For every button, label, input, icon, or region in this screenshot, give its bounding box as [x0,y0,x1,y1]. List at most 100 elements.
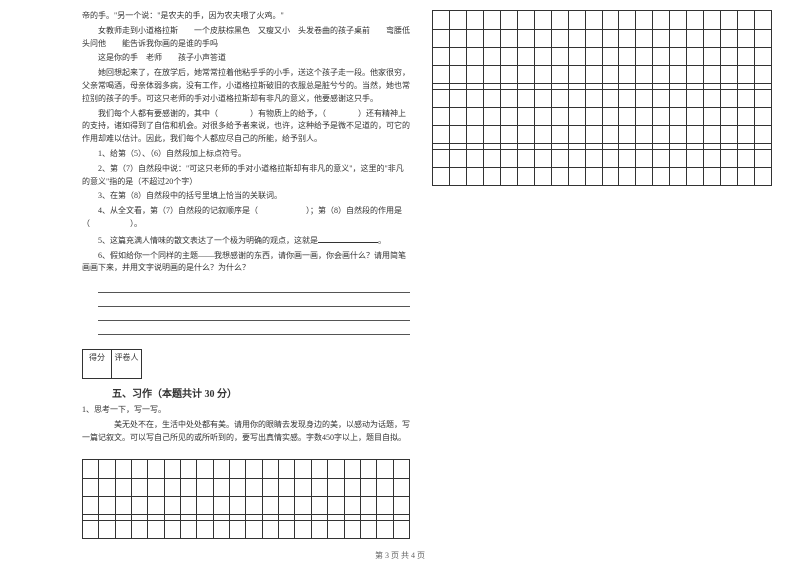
grid-cell[interactable] [603,30,620,47]
grid-cell[interactable] [230,515,246,520]
grid-cell[interactable] [518,168,535,185]
grid-cell[interactable] [263,521,279,538]
grid-cell[interactable] [83,497,99,514]
grid-cell[interactable] [450,168,467,185]
grid-cell[interactable] [586,11,603,29]
grid-cell[interactable] [687,90,704,107]
grid-cell[interactable] [165,460,181,478]
grid-cell[interactable] [450,48,467,65]
grid-cell[interactable] [535,168,552,185]
grid-cell[interactable] [279,479,295,496]
grid-cell[interactable] [636,84,653,89]
grid-cell[interactable] [433,48,450,65]
grid-cell[interactable] [279,521,295,538]
grid-cell[interactable] [586,126,603,143]
grid-cell[interactable] [738,11,755,29]
grid-cell[interactable] [653,90,670,107]
grid-cell[interactable] [721,144,738,149]
grid-cell[interactable] [518,90,535,107]
grid-cell[interactable] [670,48,687,65]
grid-cell[interactable] [603,144,620,149]
grid-cell[interactable] [569,30,586,47]
grid-row[interactable] [433,47,771,65]
grid-cell[interactable] [295,497,311,514]
grid-cell[interactable] [670,30,687,47]
grid-cell[interactable] [433,90,450,107]
grid-cell[interactable] [361,479,377,496]
grid-row[interactable] [83,520,409,538]
grid-cell[interactable] [450,84,467,89]
grid-cell[interactable] [569,150,586,167]
grid-row[interactable] [433,149,771,167]
grid-cell[interactable] [328,497,344,514]
grid-cell[interactable] [704,144,721,149]
grid-cell[interactable] [116,497,132,514]
grid-cell[interactable] [721,150,738,167]
grid-cell[interactable] [345,497,361,514]
grid-cell[interactable] [295,521,311,538]
grid-cell[interactable] [246,460,262,478]
grid-cell[interactable] [755,11,771,29]
grid-cell[interactable] [603,108,620,125]
grid-cell[interactable] [433,150,450,167]
grid-cell[interactable] [755,66,771,83]
grid-cell[interactable] [738,30,755,47]
grid-cell[interactable] [518,126,535,143]
grid-cell[interactable] [99,521,115,538]
grid-cell[interactable] [738,150,755,167]
grid-cell[interactable] [535,126,552,143]
grid-cell[interactable] [484,84,501,89]
grid-cell[interactable] [687,150,704,167]
grid-cell[interactable] [653,126,670,143]
grid-cell[interactable] [619,144,636,149]
answer-line[interactable] [98,309,410,321]
grid-cell[interactable] [433,144,450,149]
grid-cell[interactable] [214,460,230,478]
grid-cell[interactable] [603,150,620,167]
grid-cell[interactable] [721,66,738,83]
grid-row[interactable] [83,514,409,520]
grid-cell[interactable] [586,48,603,65]
grid-cell[interactable] [99,515,115,520]
grid-row[interactable] [433,167,771,185]
grid-cell[interactable] [755,144,771,149]
grid-cell[interactable] [603,48,620,65]
grid-cell[interactable] [279,497,295,514]
grid-cell[interactable] [552,90,569,107]
grid-cell[interactable] [721,11,738,29]
grid-cell[interactable] [603,84,620,89]
grid-cell[interactable] [670,108,687,125]
grid-cell[interactable] [704,11,721,29]
grid-cell[interactable] [619,168,636,185]
grid-cell[interactable] [721,90,738,107]
grid-cell[interactable] [704,150,721,167]
grid-cell[interactable] [569,84,586,89]
grid-cell[interactable] [132,521,148,538]
grid-cell[interactable] [670,126,687,143]
grid-cell[interactable] [518,108,535,125]
grid-cell[interactable] [552,48,569,65]
grid-cell[interactable] [246,515,262,520]
grid-cell[interactable] [132,515,148,520]
grid-row[interactable] [83,496,409,514]
grid-cell[interactable] [704,48,721,65]
grid-cell[interactable] [738,108,755,125]
grid-cell[interactable] [653,11,670,29]
grid-cell[interactable] [501,48,518,65]
grid-cell[interactable] [755,168,771,185]
grid-cell[interactable] [738,90,755,107]
grid-row[interactable] [433,89,771,107]
grid-cell[interactable] [433,126,450,143]
grid-row[interactable] [433,29,771,47]
grid-cell[interactable] [377,515,393,520]
grid-cell[interactable] [279,515,295,520]
grid-cell[interactable] [569,168,586,185]
grid-cell[interactable] [636,66,653,83]
grid-cell[interactable] [181,521,197,538]
grid-cell[interactable] [518,150,535,167]
grid-cell[interactable] [295,515,311,520]
grid-cell[interactable] [214,497,230,514]
grid-cell[interactable] [653,144,670,149]
grid-cell[interactable] [328,521,344,538]
grid-cell[interactable] [569,90,586,107]
